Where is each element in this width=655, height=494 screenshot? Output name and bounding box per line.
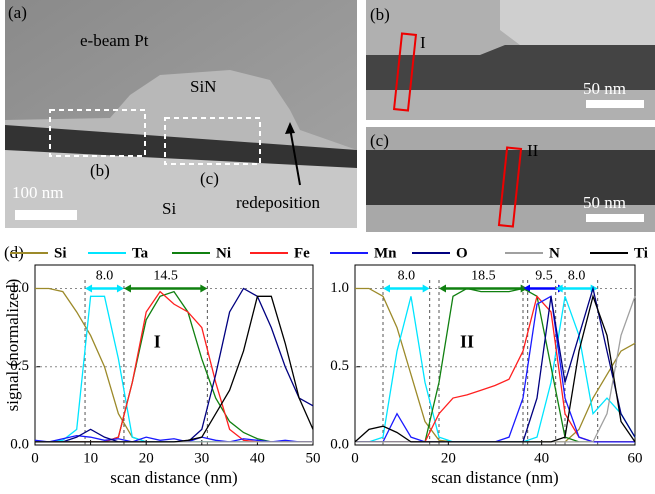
image-text: e-beam Pt (80, 31, 149, 50)
series-line (354, 294, 636, 443)
x-tick-label: 0 (351, 450, 359, 466)
image-text: SiN (190, 77, 216, 96)
series-line (355, 295, 635, 443)
annotation-label: 8.0 (568, 269, 586, 284)
image-text: I (420, 33, 426, 52)
x-tick-label: 20 (139, 450, 154, 466)
series-line (355, 296, 636, 443)
image-text: 100 nm (12, 183, 63, 202)
y-tick-label: 1.0 (330, 280, 349, 296)
series-line (355, 294, 635, 443)
x-axis-label: scan distance (nm) (431, 468, 558, 487)
image-text: Si (162, 199, 176, 218)
image-text: 50 nm (583, 79, 626, 98)
legend-label: O (456, 245, 468, 261)
legend-label: Ta (132, 245, 149, 261)
image-b: (b) I 50 nm (366, 0, 655, 120)
image-a: (a) e-beam Pt SiN (b) (c) 100 nm Si rede… (5, 0, 357, 228)
legend-label: Ti (634, 245, 648, 261)
image-text: II (527, 141, 539, 160)
region-label: I (154, 331, 161, 351)
image-text: redeposition (236, 193, 321, 212)
legend-label: Si (54, 245, 67, 261)
x-tick-label: 40 (534, 450, 549, 466)
y-tick-label: 0.5 (10, 358, 29, 374)
image-text: (c) (200, 169, 219, 188)
y-tick-label: 0.5 (330, 358, 349, 374)
annotation-label: 8.0 (398, 269, 416, 284)
annotation-label: 9.5 (535, 269, 553, 284)
plot-frame (354, 264, 636, 446)
image-label: (c) (370, 131, 389, 150)
series-line (355, 287, 636, 443)
y-axis-label: signal (normalized) (3, 279, 22, 412)
series-line (355, 285, 636, 443)
legend-label: Mn (374, 245, 397, 261)
series-line (35, 295, 314, 443)
y-tick-label: 1.0 (10, 280, 29, 296)
plot-frame (34, 264, 314, 446)
x-tick-label: 40 (250, 450, 265, 466)
region-label: II (460, 331, 474, 351)
annotation-label: 8.0 (96, 269, 114, 284)
image-c: (c) II 50 nm (366, 127, 655, 232)
x-tick-label: 30 (194, 450, 209, 466)
x-tick-label: 50 (306, 450, 321, 466)
y-tick-label: 0.0 (10, 436, 29, 452)
x-tick-label: 10 (83, 450, 98, 466)
image-label: (a) (8, 3, 27, 22)
series-line (355, 287, 635, 443)
image-text: 50 nm (583, 193, 626, 212)
legend-label: N (549, 245, 560, 261)
annotation-label: 18.5 (471, 269, 496, 284)
series-line (35, 295, 313, 443)
image-label: (b) (370, 5, 390, 24)
x-tick-label: 0 (31, 450, 39, 466)
x-tick-label: 60 (628, 450, 643, 466)
x-axis-label: scan distance (nm) (110, 468, 237, 487)
series-line (355, 296, 636, 443)
y-tick-label: 0.0 (330, 436, 349, 452)
legend-label: Fe (294, 245, 310, 261)
annotation-label: 14.5 (153, 269, 178, 284)
image-text: (b) (90, 161, 110, 180)
series-line (35, 287, 313, 443)
legend-label: Ni (216, 245, 231, 261)
x-tick-label: 20 (441, 450, 456, 466)
